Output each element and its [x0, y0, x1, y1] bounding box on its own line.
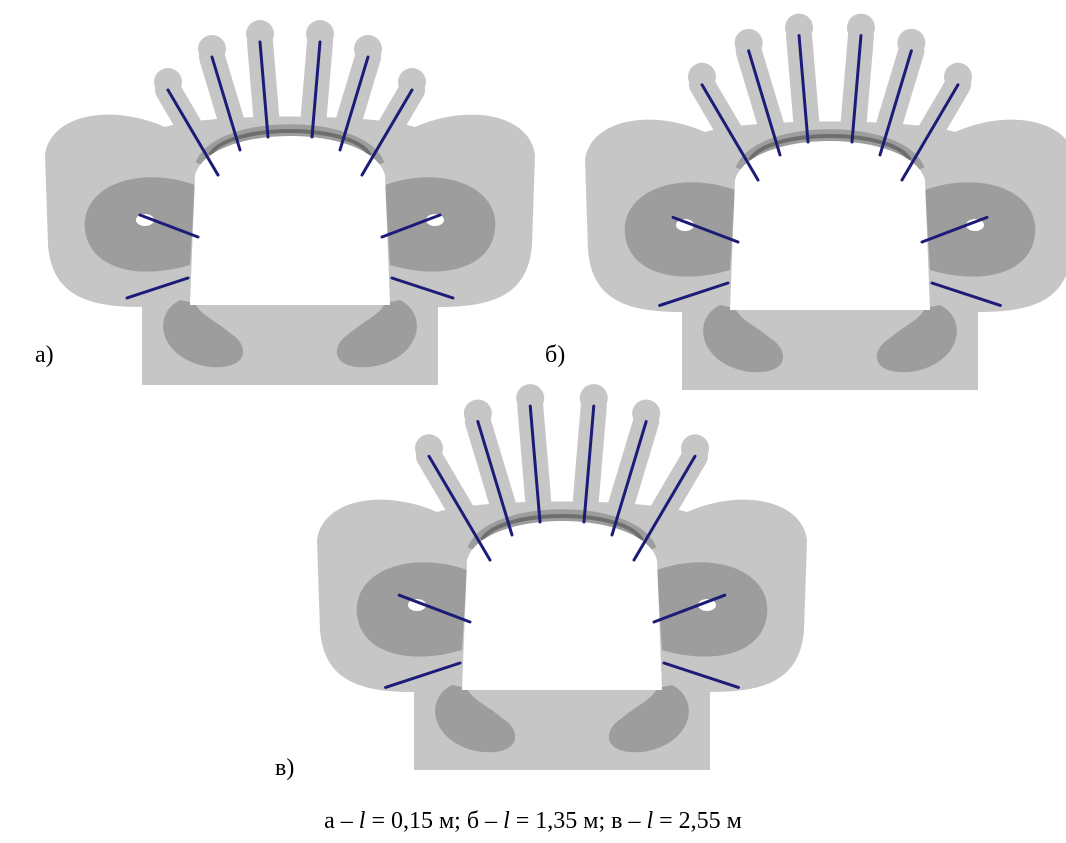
panel [585, 14, 1066, 390]
caption-prefix: б – [461, 808, 503, 834]
caption-suffix: = 2,55 м [653, 808, 742, 834]
caption-suffix: = 0,15 м; [365, 808, 460, 834]
tunnel [462, 521, 662, 690]
caption-prefix: в – [605, 808, 646, 834]
caption: а – l = 0,15 м; б – l = 1,35 м; в – l = … [324, 808, 742, 834]
tunnel [190, 136, 390, 305]
panel-label: б) [545, 342, 565, 368]
panel-label: в) [275, 755, 294, 781]
tunnel [730, 141, 930, 310]
caption-suffix: = 1,35 м; [510, 808, 605, 834]
caption-prefix: а – [324, 808, 359, 834]
figure: а – l = 0,15 м; б – l = 1,35 м; в – l = … [0, 0, 1066, 843]
panel [45, 20, 535, 385]
panel [317, 384, 807, 770]
panel-label: а) [35, 342, 54, 368]
